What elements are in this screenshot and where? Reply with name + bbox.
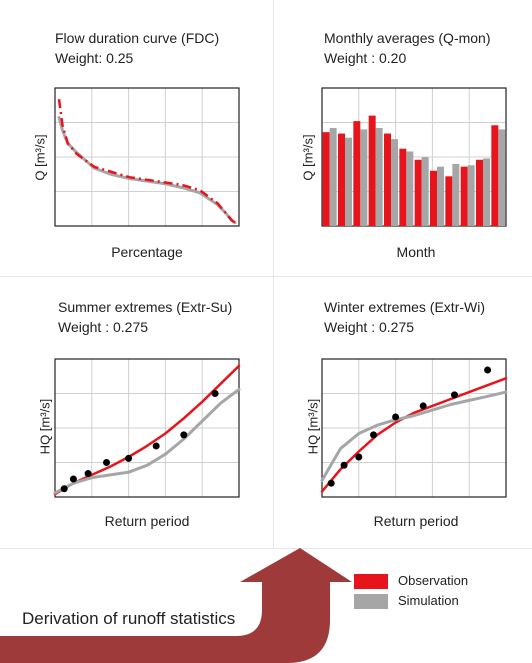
- simulation-line: [320, 390, 508, 482]
- bar-observation: [460, 166, 468, 226]
- simulation-line: [57, 115, 237, 225]
- observation-point: [211, 390, 219, 397]
- simulation-line: [53, 387, 241, 495]
- summer-ylabel: HQ [m³/s]: [37, 398, 53, 455]
- series-group: [57, 99, 237, 225]
- legend-observation-label: Observation: [398, 573, 469, 588]
- bar-simulation: [329, 128, 337, 226]
- observation-point: [125, 454, 133, 462]
- series-group: [53, 364, 241, 496]
- bar-observation: [384, 133, 391, 226]
- fdc-xlabel: Percentage: [111, 244, 183, 260]
- bar-simulation: [360, 129, 368, 226]
- summer-title: Summer extremes (Extr-Su): [58, 299, 233, 315]
- legend-observation-swatch: [354, 574, 388, 589]
- observation-line: [320, 377, 508, 493]
- bar-simulation: [437, 166, 444, 226]
- observation-point: [419, 402, 427, 410]
- monthly-weight: Weight : 0.20: [324, 50, 407, 66]
- summer-weight: Weight : 0.275: [58, 319, 149, 335]
- bar-simulation: [391, 139, 398, 226]
- observation-point: [69, 475, 77, 483]
- observation-point: [370, 431, 378, 439]
- winter-chart: [320, 358, 508, 498]
- bar-simulation: [375, 128, 383, 226]
- winter-panel: Winter extremes (Extr-Wi) Weight : 0.275…: [274, 277, 532, 548]
- plot-frame: [54, 358, 240, 498]
- bar-observation: [399, 148, 407, 226]
- plot-frame: [321, 87, 507, 227]
- bar-simulation: [452, 163, 460, 226]
- legend-simulation-swatch: [354, 594, 388, 609]
- plot-frame: [54, 87, 240, 227]
- winter-ylabel: HQ [m³/s]: [305, 398, 321, 455]
- bar-simulation: [345, 137, 352, 226]
- bar-simulation: [406, 151, 414, 226]
- winter-xlabel: Return period: [373, 513, 459, 529]
- observation-point: [392, 413, 400, 421]
- bar-simulation: [498, 129, 506, 226]
- bar-observation: [368, 115, 376, 226]
- series-group: [320, 377, 508, 493]
- observation-point: [484, 366, 492, 374]
- observation-point: [327, 479, 335, 487]
- observation-point: [152, 442, 160, 450]
- observation-line: [57, 99, 236, 224]
- observation-point: [450, 391, 458, 399]
- bar-simulation: [483, 158, 490, 226]
- observation-point: [103, 459, 111, 466]
- fdc-chart: [54, 87, 240, 227]
- winter-title: Winter extremes (Extr-Wi): [324, 299, 485, 315]
- fdc-panel: Flow duration curve (FDC) Weight: 0.25 Q…: [0, 0, 273, 276]
- bar-observation: [414, 159, 422, 226]
- fdc-title: Flow duration curve (FDC): [55, 30, 220, 46]
- monthly-ylabel: Q [m³/s]: [300, 134, 316, 181]
- bar-observation: [445, 176, 453, 226]
- monthly-chart: [321, 87, 507, 227]
- bottom-divider: [0, 548, 532, 549]
- bar-observation: [353, 121, 361, 226]
- observation-point: [180, 431, 188, 439]
- monthly-title: Monthly averages (Q-mon): [324, 30, 491, 46]
- summer-chart: [53, 358, 241, 498]
- bar-observation: [476, 159, 483, 226]
- observation-point: [84, 470, 92, 478]
- fdc-ylabel: Q [m³/s]: [32, 134, 48, 181]
- summer-panel: Summer extremes (Extr-Su) Weight : 0.275…: [0, 277, 273, 548]
- observation-point: [355, 453, 363, 461]
- horizontal-divider: [0, 276, 532, 277]
- winter-weight: Weight : 0.275: [324, 319, 415, 335]
- observation-point: [60, 485, 68, 493]
- monthly-xlabel: Month: [396, 244, 436, 260]
- bar-simulation: [421, 157, 429, 226]
- summer-xlabel: Return period: [104, 513, 190, 529]
- bar-observation: [322, 132, 330, 226]
- bar-observation: [430, 170, 437, 226]
- derivation-text: Derivation of runoff statistics: [22, 609, 236, 628]
- observation-point: [340, 461, 348, 469]
- bar-observation: [491, 125, 499, 226]
- bar-simulation: [467, 165, 475, 226]
- observation-line: [53, 364, 241, 496]
- vertical-divider: [273, 0, 274, 548]
- legend-simulation-label: Simulation: [398, 593, 459, 608]
- monthly-panel: Monthly averages (Q-mon) Weight : 0.20 Q…: [274, 0, 532, 276]
- fdc-weight: Weight: 0.25: [55, 50, 134, 66]
- bar-observation: [338, 133, 345, 226]
- derivation-arrow-icon: [0, 548, 352, 663]
- plot-frame: [321, 358, 507, 498]
